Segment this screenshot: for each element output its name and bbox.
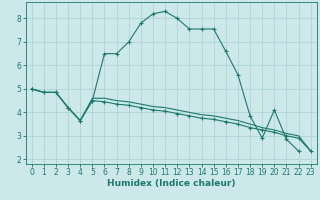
X-axis label: Humidex (Indice chaleur): Humidex (Indice chaleur): [107, 179, 236, 188]
